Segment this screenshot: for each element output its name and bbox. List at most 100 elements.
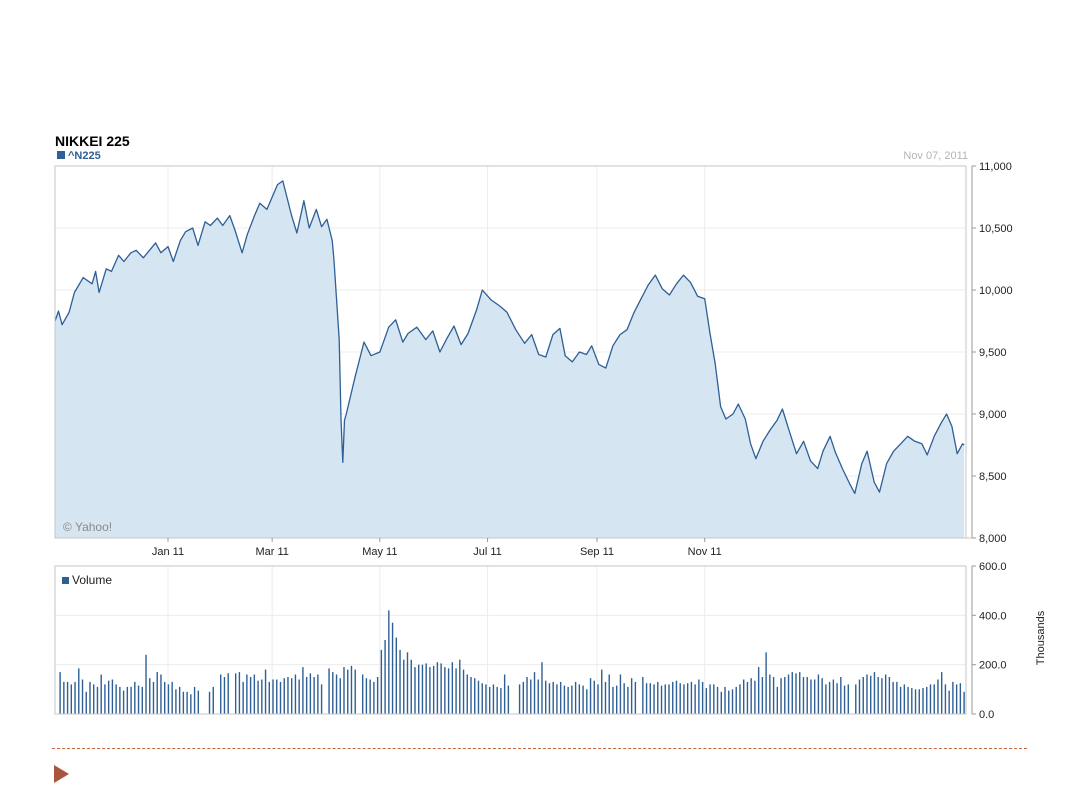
volume-bar: [178, 686, 181, 714]
volume-bar: [485, 684, 487, 714]
volume-y-ticks: 0.0 200.0 400.0 600.0: [972, 561, 1007, 720]
volume-bar: [481, 683, 483, 714]
volume-bar: [735, 686, 737, 714]
volume-bar: [623, 683, 625, 714]
volume-bar: [791, 672, 793, 714]
volume-bar: [152, 681, 155, 714]
volume-bar: [149, 678, 151, 714]
volume-bar: [451, 662, 454, 714]
volume-bar: [589, 678, 592, 714]
volume-bar: [896, 681, 898, 714]
volume-bar: [593, 680, 595, 714]
volume-bar: [940, 672, 943, 714]
volume-bar: [769, 674, 771, 714]
volume-bar: [877, 677, 879, 714]
volume-bar: [388, 610, 390, 714]
volume-bar: [545, 680, 547, 714]
volume-bar: [436, 662, 439, 714]
volume-bar: [563, 685, 566, 714]
volume-bar: [317, 674, 319, 714]
price-y-tick-label: 8,000: [979, 533, 1007, 545]
volume-bar: [518, 684, 521, 714]
volume-bar: [107, 680, 110, 714]
volume-bar: [743, 679, 745, 714]
volume-bar: [601, 669, 603, 714]
volume-bar: [907, 686, 909, 714]
volume-bar: [164, 681, 166, 714]
volume-bar: [616, 685, 618, 714]
volume-bar: [167, 684, 170, 714]
volume-bar: [74, 681, 76, 714]
volume-bar: [698, 679, 700, 714]
price-y-tick-label: 10,500: [979, 223, 1013, 235]
volume-bar: [795, 673, 797, 714]
price-y-tick-label: 11,000: [979, 161, 1012, 173]
volume-bar: [279, 681, 282, 714]
volume-bar: [701, 681, 704, 714]
volume-bar: [690, 681, 693, 714]
volume-bar: [713, 684, 715, 714]
volume-bar: [197, 690, 200, 714]
volume-bar: [922, 688, 924, 714]
volume-bar: [96, 686, 99, 714]
volume-bar: [249, 677, 252, 714]
volume-bar: [190, 694, 192, 714]
volume-bar: [89, 681, 91, 714]
volume-bar: [391, 622, 394, 714]
volume-bar: [772, 677, 775, 714]
volume-bar: [716, 686, 719, 714]
volume-bar: [171, 681, 173, 714]
volume-bar: [328, 668, 330, 714]
volume-bar: [399, 649, 401, 714]
volume-bar: [926, 686, 928, 714]
volume-bar: [567, 686, 569, 714]
volume-bar: [780, 678, 782, 714]
volume-bar: [100, 674, 102, 714]
volume-bar: [257, 680, 259, 714]
volume-bar: [220, 674, 222, 714]
volume-y-tick-label: 200.0: [979, 660, 1007, 672]
volume-y-tick-label: 600.0: [979, 561, 1007, 573]
volume-bar: [657, 681, 659, 714]
volume-bar: [313, 677, 315, 714]
volume-bar: [847, 684, 849, 714]
legend-volume-label: Volume: [72, 573, 113, 587]
volume-bar: [843, 685, 846, 714]
volume-bar: [354, 669, 356, 714]
volume-bar: [507, 685, 510, 714]
volume-bar: [246, 674, 248, 714]
legend-n225: ^N225: [57, 150, 101, 162]
volume-bar: [574, 681, 577, 714]
volume-bar: [832, 679, 835, 714]
volume-bar: [130, 686, 132, 714]
volume-bar: [406, 652, 409, 714]
volume-bar: [339, 678, 341, 714]
volume-bar: [892, 681, 894, 714]
volume-bar: [537, 679, 539, 714]
volume-bar: [66, 681, 69, 714]
volume-bar: [380, 649, 383, 714]
volume-bar: [604, 681, 607, 714]
volume-bar: [619, 674, 622, 714]
volume-bar: [261, 679, 263, 714]
volume-bars: [59, 610, 965, 714]
volume-bar: [858, 679, 861, 714]
price-y-tick-label: 8,500: [979, 471, 1007, 483]
volume-bar: [429, 667, 431, 714]
volume-bar: [649, 683, 652, 714]
price-x-ticks: Jan 11 Mar 11 May 11 Jul 11 Sep 11 Nov 11: [152, 538, 722, 558]
volume-bar: [488, 686, 491, 714]
price-y-ticks: 8,000 8,500 9,000 9,500 10,000 10,500 11,000: [972, 161, 1013, 545]
volume-y-tick-label: 400.0: [979, 610, 1007, 622]
volume-bar: [369, 679, 371, 714]
volume-bar: [840, 677, 842, 714]
volume-bar: [410, 659, 412, 714]
volume-bar: [193, 686, 196, 714]
volume-bar: [937, 679, 939, 714]
volume-bar: [817, 674, 820, 714]
price-y-tick-label: 9,000: [979, 409, 1007, 421]
price-chart: © Yahoo! 8,000 8,500 9,000 9,500 10,000 10,50…: [54, 161, 1013, 558]
volume-bar: [85, 691, 87, 714]
volume-bar: [750, 678, 752, 714]
volume-bar: [503, 674, 506, 714]
